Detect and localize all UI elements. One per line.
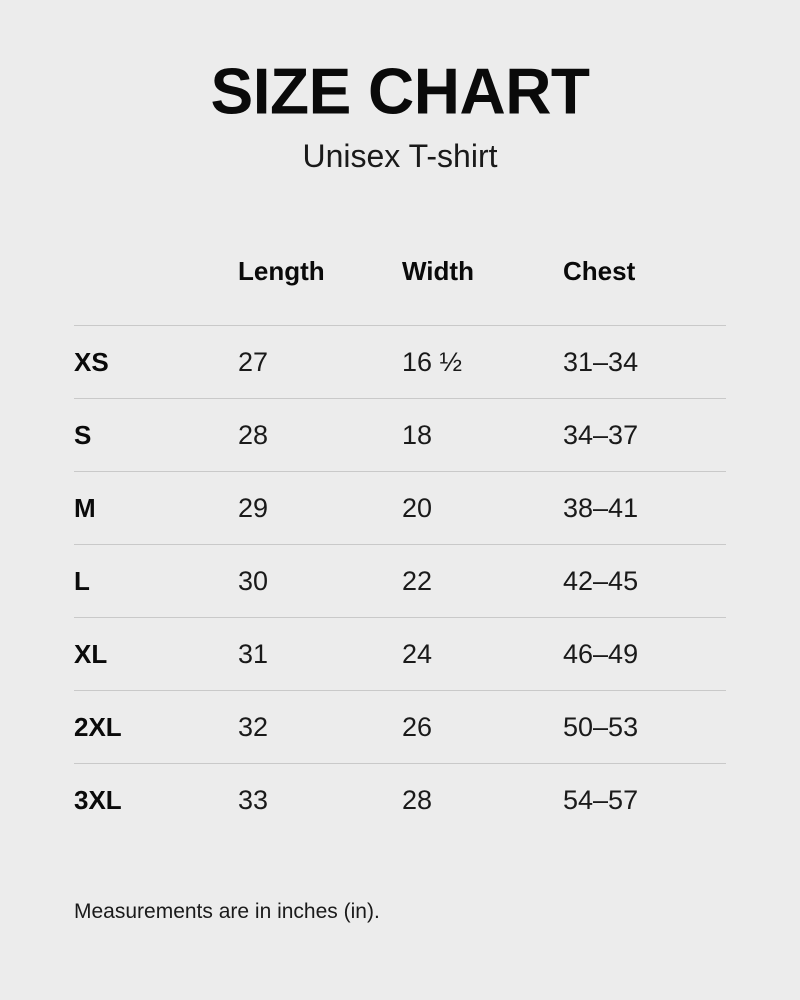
page-title: SIZE CHART [210,54,591,128]
cell-length: 29 [238,471,402,545]
cell-size: M [74,471,238,545]
cell-width: 28 [402,784,433,815]
cell-length: 27 [238,325,402,399]
table-row: XS 27 16 ½ 31–34 [74,325,726,399]
size-table: Length Width Chest XS 27 16 ½ 31–34 S 28… [74,256,726,836]
cell-chest: 34–37 [563,398,726,472]
column-header-width: Width [402,256,563,326]
cell-length: 31 [238,617,402,691]
cell-length: 33 [238,784,269,815]
cell-size: XS [74,325,238,399]
cell-chest: 42–45 [563,544,726,618]
table-row: M 29 20 38–41 [74,471,726,545]
column-header-chest: Chest [563,256,726,326]
table-header-row: Length Width Chest [74,256,726,326]
table-row: L 30 22 42–45 [74,544,726,618]
cell-width: 20 [402,471,563,545]
cell-size: 2XL [74,690,238,764]
cell-chest: 31–34 [563,325,726,399]
table-row: 2XL 32 26 50–53 [74,690,726,764]
cell-size: S [74,398,238,472]
chart-header: SIZE CHART Unisex T-shirt [0,0,800,174]
column-header-size [74,256,238,326]
page-subtitle: Unisex T-shirt [302,138,498,175]
table-row: XL 31 24 46–49 [74,617,726,691]
cell-length: 28 [238,398,402,472]
cell-chest: 50–53 [563,690,726,764]
size-table-container: Length Width Chest XS 27 16 ½ 31–34 S 28… [74,256,726,836]
cell-chest: 46–49 [563,617,726,691]
cell-chest: 38–41 [563,471,726,545]
table-body: XS 27 16 ½ 31–34 S 28 18 34–37 M 29 20 3… [74,325,726,837]
cell-width: 18 [402,398,563,472]
cell-width: 24 [402,617,563,691]
cell-size: 3XL [74,784,122,815]
cell-width: 22 [402,544,563,618]
cell-length: 30 [238,544,402,618]
table-row: S 28 18 34–37 [74,398,726,472]
table-header: Length Width Chest [74,256,726,326]
measurement-units-note: Measurements are in inches (in). [74,900,380,923]
cell-chest: 54–57 [563,784,639,815]
cell-size: L [74,544,238,618]
cell-size: XL [74,617,238,691]
cell-width: 26 [402,690,563,764]
cell-length: 32 [238,690,402,764]
column-header-length: Length [238,256,402,326]
table-row: 3XL 33 28 54–57 [74,764,726,837]
cell-width: 16 ½ [402,325,563,399]
